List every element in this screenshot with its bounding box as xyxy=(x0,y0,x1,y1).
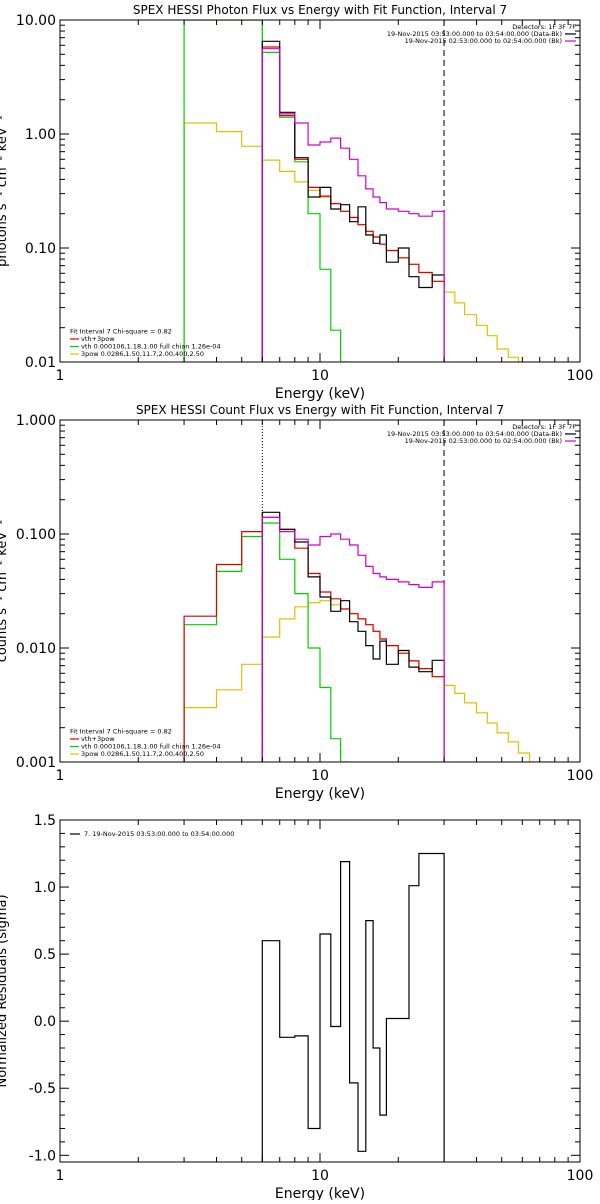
legend-top-left: 7. 19-Nov-2015 03:53:00.000 to 03:54:00.… xyxy=(70,830,234,838)
y-tick-label: 0.10 xyxy=(25,241,56,257)
x-tick-label: 1 xyxy=(56,1168,65,1184)
legend-entry: Detectors: 1F 3F 7F xyxy=(512,23,576,31)
x-axis-label: Energy (keV) xyxy=(275,786,365,802)
legend-entry: vth+3pow xyxy=(81,335,115,343)
x-tick-label: 100 xyxy=(567,368,594,384)
legend-entry: 19-Nov-2015 02:53:00.000 to 02:54:00.000… xyxy=(405,437,562,445)
x-tick-label: 1 xyxy=(56,368,65,384)
y-axis-label: counts s⁻¹ cm⁻² keV⁻¹ xyxy=(0,520,10,663)
y-tick-label: 1.00 xyxy=(25,127,56,143)
x-axis-label: Energy (keV) xyxy=(275,386,365,402)
legend-entry: vth+3pow xyxy=(81,735,115,743)
series-red-line xyxy=(261,46,445,362)
chart-panel-2: 1 10 100 0.001 0.010 0.100 1.000 SPEX HESSI Cou… xyxy=(0,403,593,802)
y-tick-label: 1.000 xyxy=(16,413,56,429)
x-tick-label: 100 xyxy=(567,1168,594,1184)
legend-entry: vth 0.000106,1.18,1.00 full chian 1.26e-… xyxy=(81,343,221,351)
chart-panel-3: 1 10 100 -1.0 -0.5 0.0 0.5 1.0 1.5 Energy (keV) No… xyxy=(0,813,594,1202)
x-tick-label: 10 xyxy=(311,368,329,384)
legend-bottom-left: Fit Interval 7 Chi-square = 0.82vth+3pow… xyxy=(70,728,221,758)
series-magenta-line xyxy=(261,516,445,762)
y-tick-label: 0.010 xyxy=(16,641,56,657)
series-green-line xyxy=(183,20,350,362)
series-red-line xyxy=(183,516,445,762)
legend-entry: Fit Interval 7 Chi-square = 0.82 xyxy=(70,728,172,736)
y-tick-label: 0.001 xyxy=(16,755,56,771)
y-tick-label: 1.5 xyxy=(34,813,56,829)
x-tick-label: 1 xyxy=(56,768,65,784)
x-tick-label: 10 xyxy=(311,768,329,784)
y-axis-label: Normalized Residuals (sigma) xyxy=(0,894,10,1087)
y-tick-label: 0.100 xyxy=(16,527,56,543)
legend-bottom-left: Fit Interval 7 Chi-square = 0.82vth+3pow… xyxy=(70,328,221,358)
legend-entry: Fit Interval 7 Chi-square = 0.82 xyxy=(70,328,172,336)
legend-entry: 7. 19-Nov-2015 03:53:00.000 to 03:54:00.… xyxy=(84,830,234,838)
y-tick-label: -1.0 xyxy=(29,1148,56,1164)
chart-title: SPEX HESSI Photon Flux vs Energy with Fi… xyxy=(133,3,507,17)
y-tick-label: 0.01 xyxy=(25,355,56,371)
series-magenta-line xyxy=(261,48,445,362)
series-black-line xyxy=(261,40,445,362)
y-tick-label: 1.0 xyxy=(34,880,56,896)
y-tick-label: 0.5 xyxy=(34,947,56,963)
legend-entry: vth 0.000106,1.18,1.00 full chian 1.26e-… xyxy=(81,743,221,751)
legend-entry: 3pow 0.0286,1.50,11.7,2.00,400,2.50 xyxy=(81,350,204,358)
y-tick-label: -0.5 xyxy=(29,1081,56,1097)
legend-entry: Detectors: 1F 3F 7F xyxy=(512,423,576,431)
x-axis-label: Energy (keV) xyxy=(275,1186,365,1200)
x-tick-label: 100 xyxy=(567,768,594,784)
series-black-line xyxy=(261,852,445,1162)
legend-entry: 19-Nov-2015 03:53:00.000 to 03:54:00.000… xyxy=(387,430,562,438)
series-black-line xyxy=(261,511,445,762)
series-green-line xyxy=(183,522,350,762)
y-tick-label: 0.0 xyxy=(34,1014,56,1030)
y-axis-label: photons s⁻¹ cm⁻² keV⁻¹ xyxy=(0,115,10,267)
x-tick-label: 10 xyxy=(311,1168,329,1184)
legend-entry: 19-Nov-2015 02:53:00.000 to 02:54:00.000… xyxy=(405,37,562,45)
y-tick-label: 10.00 xyxy=(16,13,56,29)
chart-title: SPEX HESSI Count Flux vs Energy with Fit… xyxy=(136,403,504,417)
legend-entry: 19-Nov-2015 03:53:00.000 to 03:54:00.000… xyxy=(387,30,562,38)
chart-panel-1: 1 10 100 0.01 0.10 1.00 10.00 SPEX HESSI Photon… xyxy=(0,3,593,402)
legend-entry: 3pow 0.0286,1.50,11.7,2.00,400,2.50 xyxy=(81,750,204,758)
